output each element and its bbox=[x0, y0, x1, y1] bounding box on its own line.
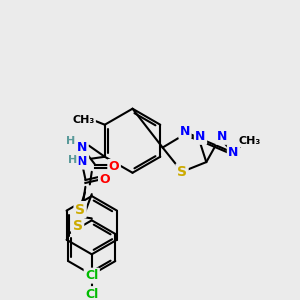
Text: N: N bbox=[217, 130, 227, 143]
Text: S: S bbox=[177, 165, 187, 179]
Text: N: N bbox=[77, 141, 87, 154]
Text: H: H bbox=[68, 155, 77, 165]
Text: Cl: Cl bbox=[85, 269, 98, 282]
Text: O: O bbox=[109, 160, 119, 173]
Text: N: N bbox=[195, 130, 206, 143]
Text: S: S bbox=[73, 219, 82, 233]
Text: H: H bbox=[66, 136, 75, 146]
Text: O: O bbox=[100, 172, 110, 186]
Text: Cl: Cl bbox=[85, 288, 98, 300]
Text: N: N bbox=[77, 155, 88, 168]
Text: CH₃: CH₃ bbox=[239, 136, 261, 146]
Text: S: S bbox=[75, 203, 85, 217]
Text: N: N bbox=[228, 146, 239, 159]
Text: N: N bbox=[180, 124, 190, 137]
Text: CH₃: CH₃ bbox=[72, 115, 94, 125]
